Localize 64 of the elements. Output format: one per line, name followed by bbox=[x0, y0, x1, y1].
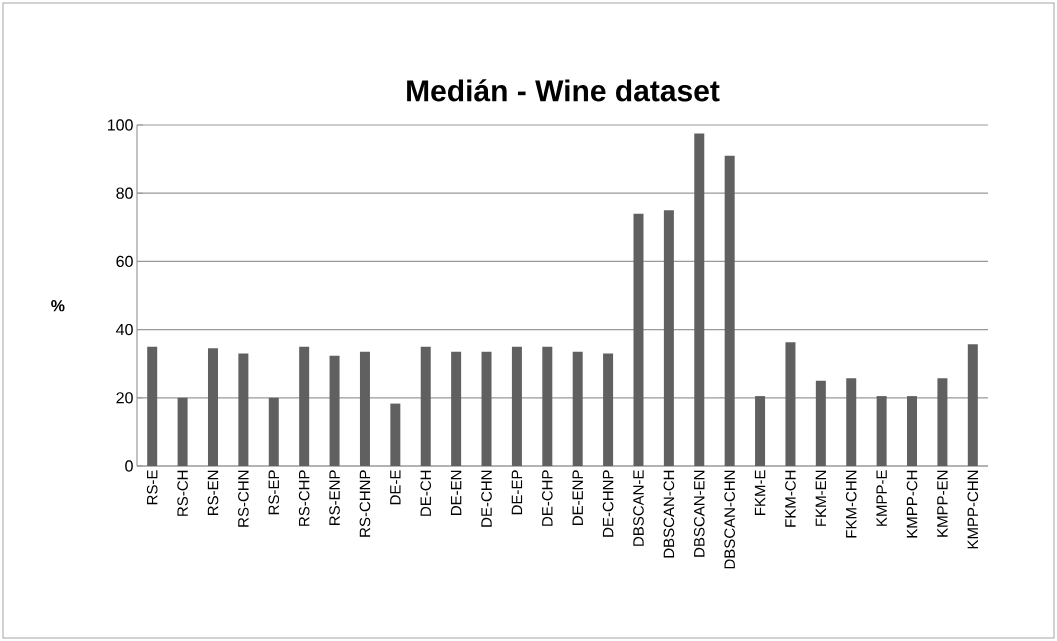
x-tick-label: DBSCAN-E bbox=[633, 470, 644, 546]
bar bbox=[299, 346, 310, 466]
x-tick-label: RS-CHNP bbox=[359, 470, 371, 537]
x-tick-label: FKM-CHN bbox=[845, 470, 857, 538]
y-tick-label: 100 bbox=[108, 119, 133, 131]
bar bbox=[603, 353, 614, 466]
y-tick-label: 80 bbox=[116, 187, 133, 199]
bar bbox=[907, 396, 918, 466]
x-tick-label: KMPP-EN bbox=[937, 470, 948, 537]
y-axis-title: % bbox=[51, 300, 65, 312]
x-tick-label: DE-CHNP bbox=[602, 470, 614, 537]
x-tick-label: FKM-CH bbox=[785, 470, 796, 527]
chart-title: Medián - Wine dataset bbox=[407, 79, 720, 102]
bar bbox=[329, 355, 340, 466]
x-tick-label: DE-CHP bbox=[542, 470, 553, 526]
bar bbox=[420, 346, 431, 466]
y-tick-label: 0 bbox=[125, 460, 133, 472]
bar bbox=[846, 378, 857, 466]
bar bbox=[359, 351, 370, 466]
bar bbox=[815, 380, 826, 466]
x-tick-label: FKM-EN bbox=[815, 470, 827, 526]
x-tick-label: RS-CH bbox=[177, 470, 188, 516]
x-tick-label: KMPP-E bbox=[876, 470, 887, 526]
y-tick-label: 40 bbox=[116, 323, 133, 336]
bar bbox=[633, 213, 644, 466]
bar bbox=[967, 344, 978, 466]
bar bbox=[755, 396, 766, 466]
x-tick-label: RS-CHN bbox=[238, 470, 249, 527]
bar bbox=[542, 346, 553, 466]
bar bbox=[785, 342, 796, 466]
bar bbox=[390, 403, 401, 466]
x-tick-label: RS-E bbox=[146, 470, 158, 505]
x-tick-label: DE-E bbox=[390, 470, 401, 505]
x-tick-label: DE-EP bbox=[511, 470, 523, 515]
bar bbox=[268, 397, 279, 466]
bar bbox=[663, 210, 674, 466]
y-tick-label: 60 bbox=[116, 255, 133, 268]
x-tick-label: DE-EN bbox=[450, 470, 462, 515]
bar bbox=[511, 346, 522, 466]
bar bbox=[451, 351, 462, 466]
x-tick-label: RS-EN bbox=[207, 470, 219, 515]
bar bbox=[937, 378, 948, 466]
x-tick-label: DBSCAN-CH bbox=[663, 470, 675, 558]
y-tick-label: 20 bbox=[116, 392, 133, 404]
x-tick-label: FKM-E bbox=[754, 470, 766, 515]
x-tick-label: RS-ENP bbox=[329, 470, 340, 525]
bar bbox=[481, 351, 492, 466]
bar bbox=[238, 353, 249, 466]
x-tick-label: RS-EP bbox=[268, 470, 280, 515]
x-tick-label: DE-CH bbox=[420, 470, 432, 516]
bar bbox=[876, 396, 887, 466]
bar bbox=[147, 346, 158, 466]
x-tick-label: DBSCAN-EN bbox=[693, 470, 705, 557]
x-tick-label: KMPP-CHN bbox=[967, 470, 979, 549]
bar bbox=[724, 155, 735, 466]
x-tick-label: DBSCAN-CHN bbox=[724, 470, 735, 569]
x-tick-label: DE-CHN bbox=[481, 470, 492, 527]
bar bbox=[572, 351, 583, 466]
x-tick-label: DE-ENP bbox=[572, 470, 583, 525]
bar bbox=[694, 133, 705, 466]
x-tick-label: KMPP-CH bbox=[906, 470, 918, 538]
bar bbox=[177, 397, 188, 466]
bar bbox=[207, 348, 218, 466]
x-tick-label: RS-CHP bbox=[298, 470, 310, 526]
